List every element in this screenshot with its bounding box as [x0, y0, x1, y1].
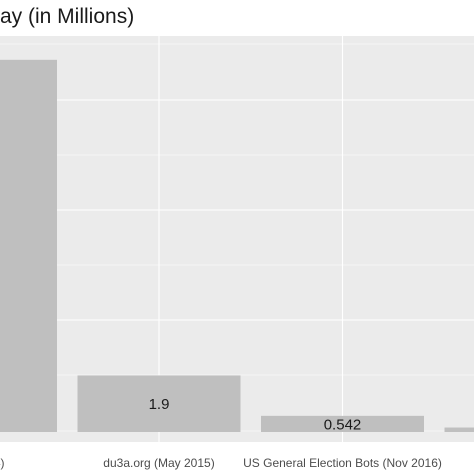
bars [0, 59, 474, 432]
x-tick-label: US General Election Bots (Nov 2016) [243, 456, 442, 470]
bar [261, 415, 424, 432]
x-tick-label: du3a.org (May 2015) [103, 456, 214, 470]
chart-title: ay (in Millions) [0, 5, 135, 28]
bar [77, 375, 241, 432]
bar [0, 59, 57, 432]
x-tick-labels: orld (2014) du3a.org (May 2015) US General… [0, 456, 442, 470]
x-tick-label: orld (2014) [0, 456, 5, 470]
data-labels: 1.9 0.542 [149, 396, 362, 433]
bar-value-label: 0.542 [324, 416, 362, 433]
bar-value-label: 1.9 [149, 396, 170, 413]
plot-panel [0, 36, 474, 442]
bar [444, 427, 474, 432]
